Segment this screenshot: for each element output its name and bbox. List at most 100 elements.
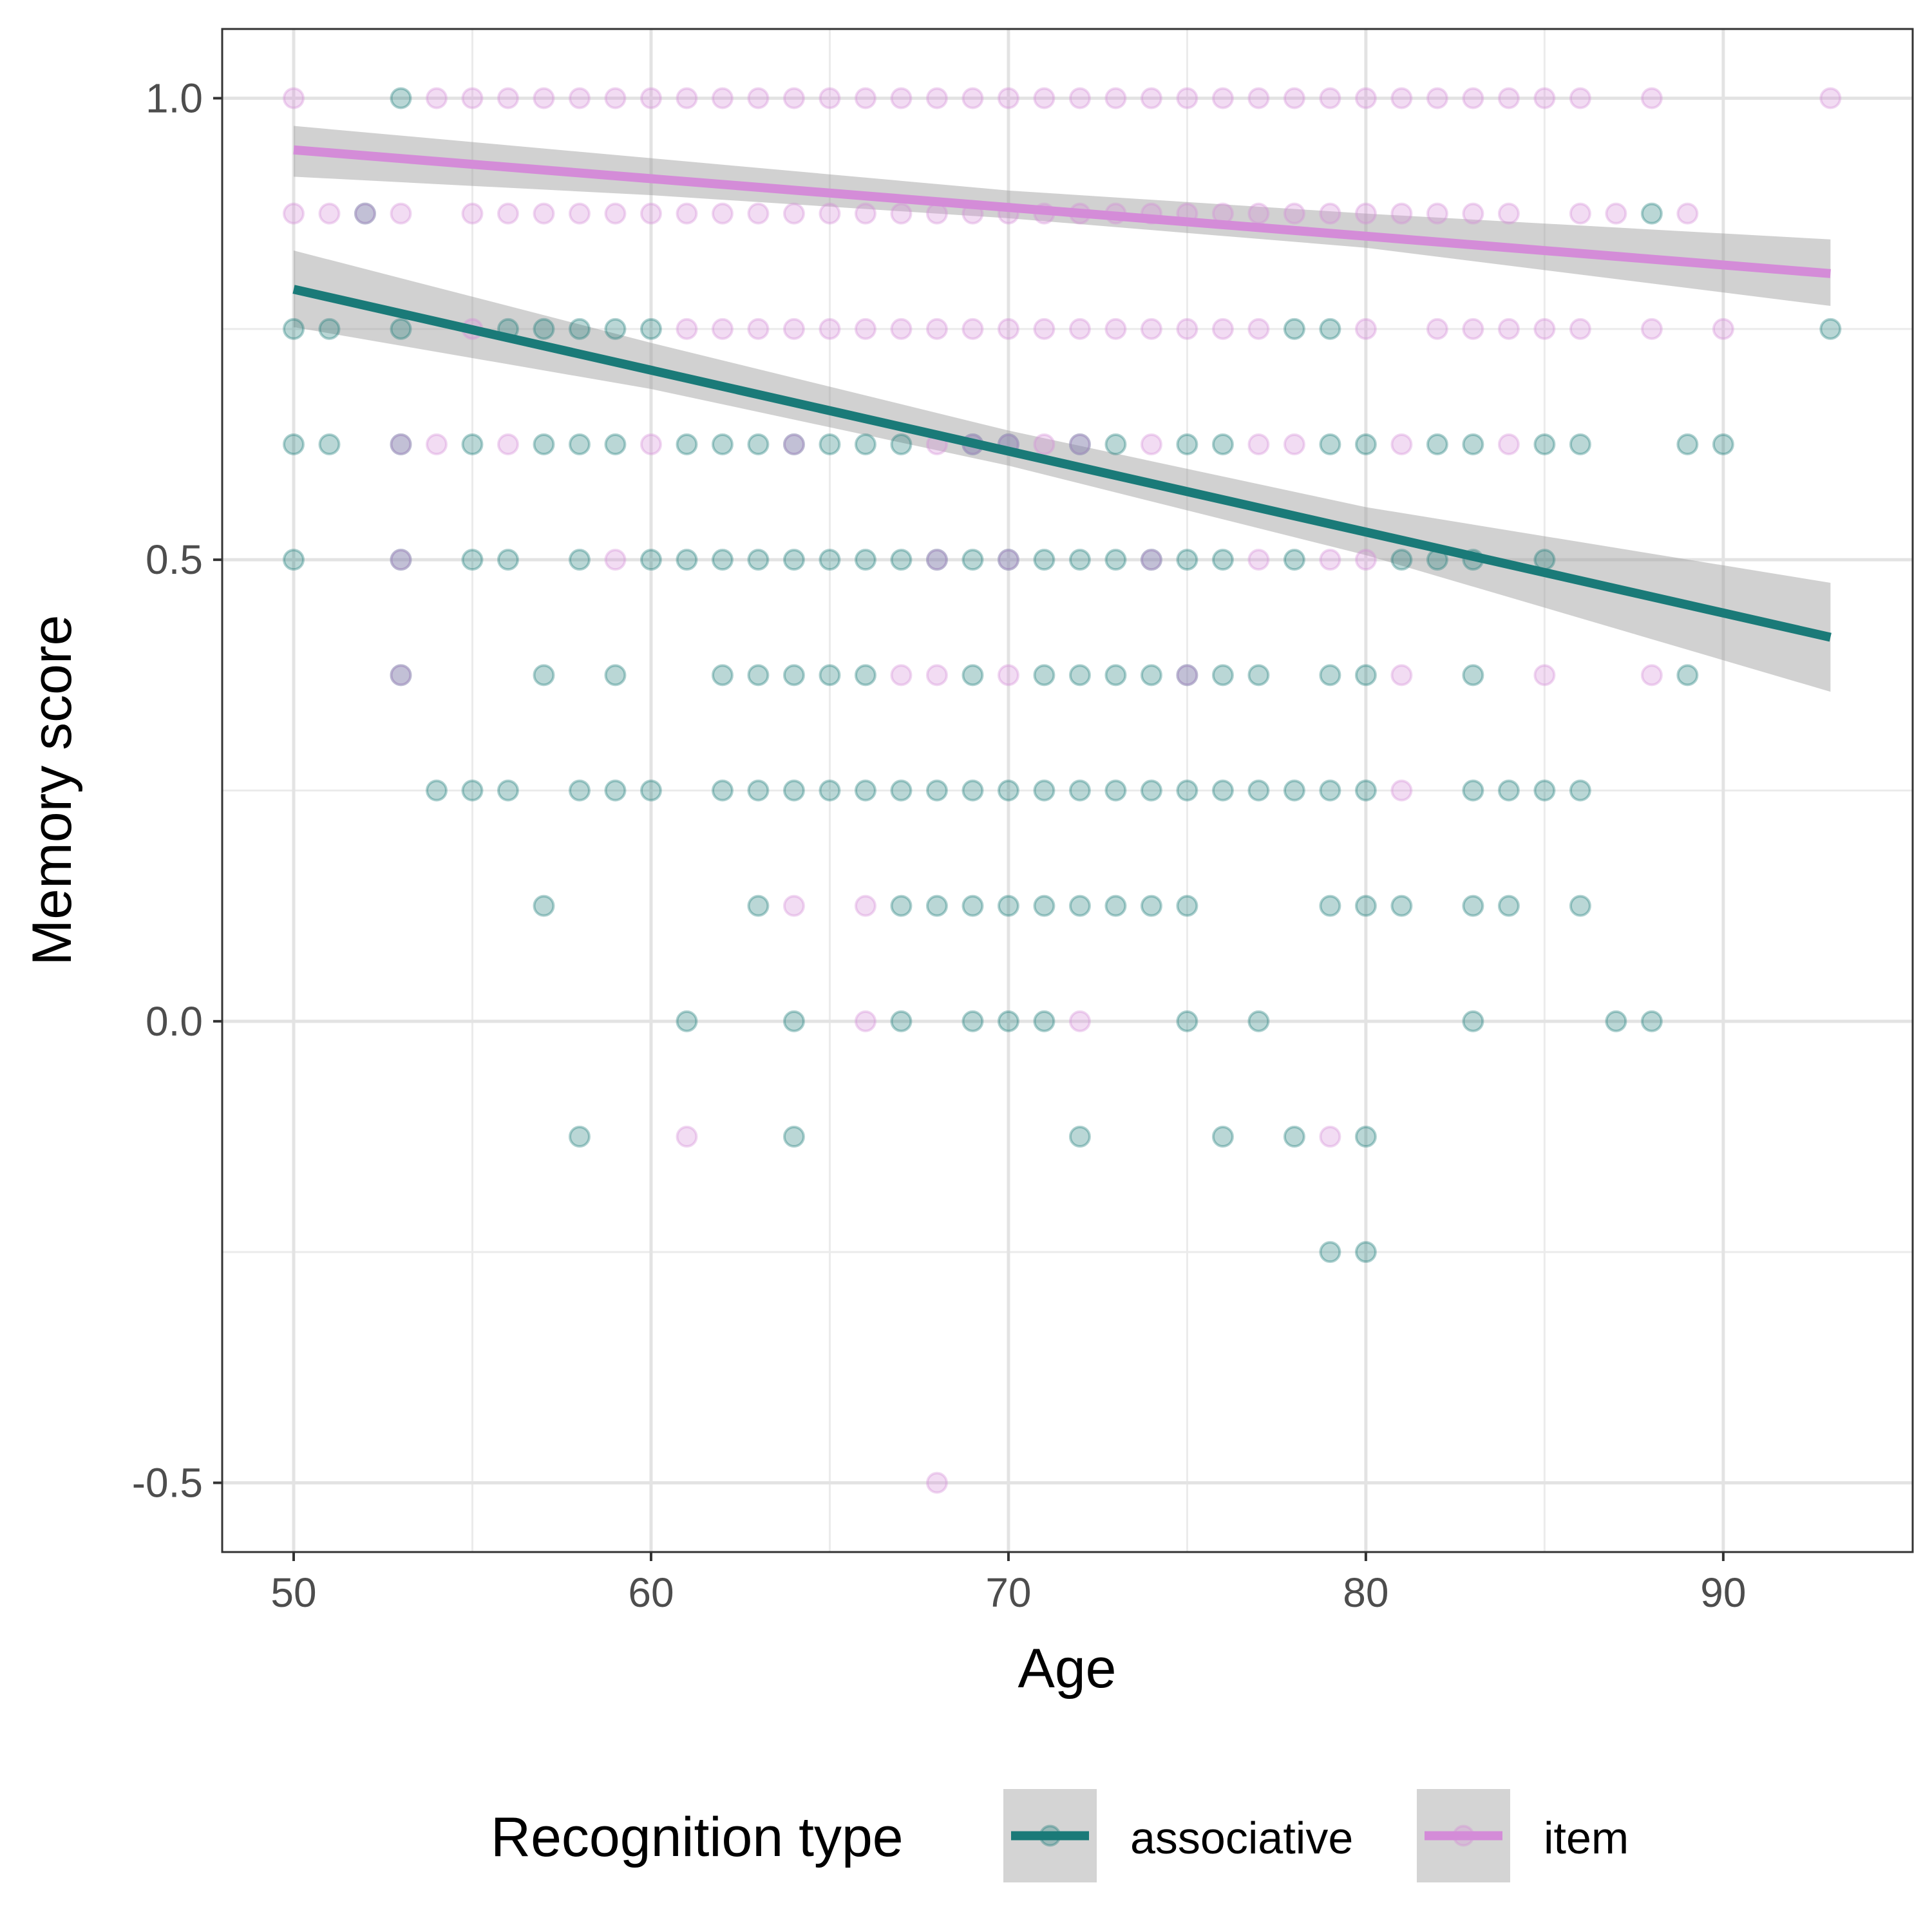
data-point-associative (533, 895, 555, 917)
data-point-item (1640, 317, 1663, 340)
data-point-associative (1319, 317, 1341, 340)
data-point-associative (1354, 895, 1377, 917)
data-point-item (1283, 87, 1305, 109)
data-point-item (1354, 87, 1377, 109)
data-point-item (1319, 1126, 1341, 1148)
data-point-associative (1712, 433, 1734, 455)
data-point-item (1640, 664, 1663, 687)
data-point-item (854, 202, 876, 225)
data-point-item (782, 87, 805, 109)
data-point-item (925, 664, 948, 687)
data-point-item (890, 317, 913, 340)
data-point-item (1462, 87, 1484, 109)
legend-title: Recognition type (491, 1806, 904, 1868)
data-point-associative (390, 549, 412, 571)
data-point-item (461, 202, 484, 225)
x-tick-label-50: 50 (270, 1569, 316, 1616)
data-point-item (1354, 202, 1377, 225)
data-point-associative (747, 433, 770, 455)
data-point-associative (390, 317, 412, 340)
data-point-associative (604, 779, 627, 802)
data-point-associative (533, 433, 555, 455)
data-point-associative (1176, 664, 1198, 687)
data-point-associative (782, 1126, 805, 1148)
data-point-item (604, 202, 627, 225)
data-point-item (676, 87, 698, 109)
data-point-associative (890, 895, 913, 917)
data-point-associative (782, 549, 805, 571)
data-point-associative (1033, 779, 1056, 802)
data-point-associative (390, 87, 412, 109)
data-point-associative (1390, 549, 1413, 571)
data-point-item (354, 202, 376, 225)
data-point-item (1176, 87, 1198, 109)
data-point-item (1569, 87, 1591, 109)
data-point-associative (782, 433, 805, 455)
data-point-associative (604, 317, 627, 340)
data-point-item (819, 317, 841, 340)
data-point-associative (497, 549, 519, 571)
data-point-item (961, 317, 984, 340)
data-point-item (390, 433, 412, 455)
data-point-item (997, 317, 1019, 340)
data-point-associative (1033, 895, 1056, 917)
legend-label-item: item (1544, 1813, 1629, 1863)
data-point-item (1426, 317, 1448, 340)
data-point-item (747, 317, 770, 340)
data-point-associative (1462, 895, 1484, 917)
data-point-associative (1104, 779, 1127, 802)
data-point-item (604, 549, 627, 571)
x-axis-title: Age (1018, 1638, 1116, 1700)
data-point-item (1497, 433, 1520, 455)
data-point-associative (1569, 895, 1591, 917)
data-point-associative (1033, 1010, 1056, 1032)
regression-line-item (293, 145, 1831, 278)
data-point-item (1176, 664, 1198, 687)
data-point-associative (961, 895, 984, 917)
data-point-associative (1497, 895, 1520, 917)
data-point-associative (1569, 433, 1591, 455)
data-point-associative (354, 202, 376, 225)
data-point-associative (997, 549, 1019, 571)
data-point-associative (961, 779, 984, 802)
data-point-item (1462, 202, 1484, 225)
data-point-item (925, 202, 948, 225)
data-point-associative (390, 664, 412, 687)
data-point-item (1140, 433, 1162, 455)
data-point-associative (1426, 433, 1448, 455)
data-point-associative (568, 779, 591, 802)
data-point-item (1283, 433, 1305, 455)
data-point-associative (568, 549, 591, 571)
data-point-item (390, 664, 412, 687)
data-point-item (1247, 433, 1270, 455)
regression-line-associative (292, 285, 1832, 642)
data-point-item (1497, 317, 1520, 340)
y-tick-label-1-0: 1.0 (146, 75, 203, 122)
data-point-associative (997, 1010, 1019, 1032)
data-point-item (1533, 317, 1556, 340)
data-point-associative (711, 549, 734, 571)
data-point-associative (1176, 433, 1198, 455)
data-point-item (1211, 87, 1234, 109)
data-point-associative (533, 317, 555, 340)
data-point-item (390, 549, 412, 571)
data-point-item (282, 202, 305, 225)
data-point-item (1247, 202, 1270, 225)
data-point-associative (568, 1126, 591, 1148)
legend-label-associative: associative (1130, 1813, 1353, 1863)
data-point-item (1140, 87, 1162, 109)
data-point-item (639, 433, 662, 455)
data-point-item (1211, 317, 1234, 340)
data-point-associative (1319, 779, 1341, 802)
data-point-item (639, 202, 662, 225)
data-point-associative (747, 549, 770, 571)
data-point-associative (282, 549, 305, 571)
data-point-associative (1569, 779, 1591, 802)
data-point-item (533, 202, 555, 225)
data-point-item (1140, 549, 1162, 571)
x-tick-label-90: 90 (1700, 1569, 1746, 1616)
data-point-item (639, 87, 662, 109)
data-point-associative (639, 779, 662, 802)
data-point-associative (1533, 433, 1556, 455)
